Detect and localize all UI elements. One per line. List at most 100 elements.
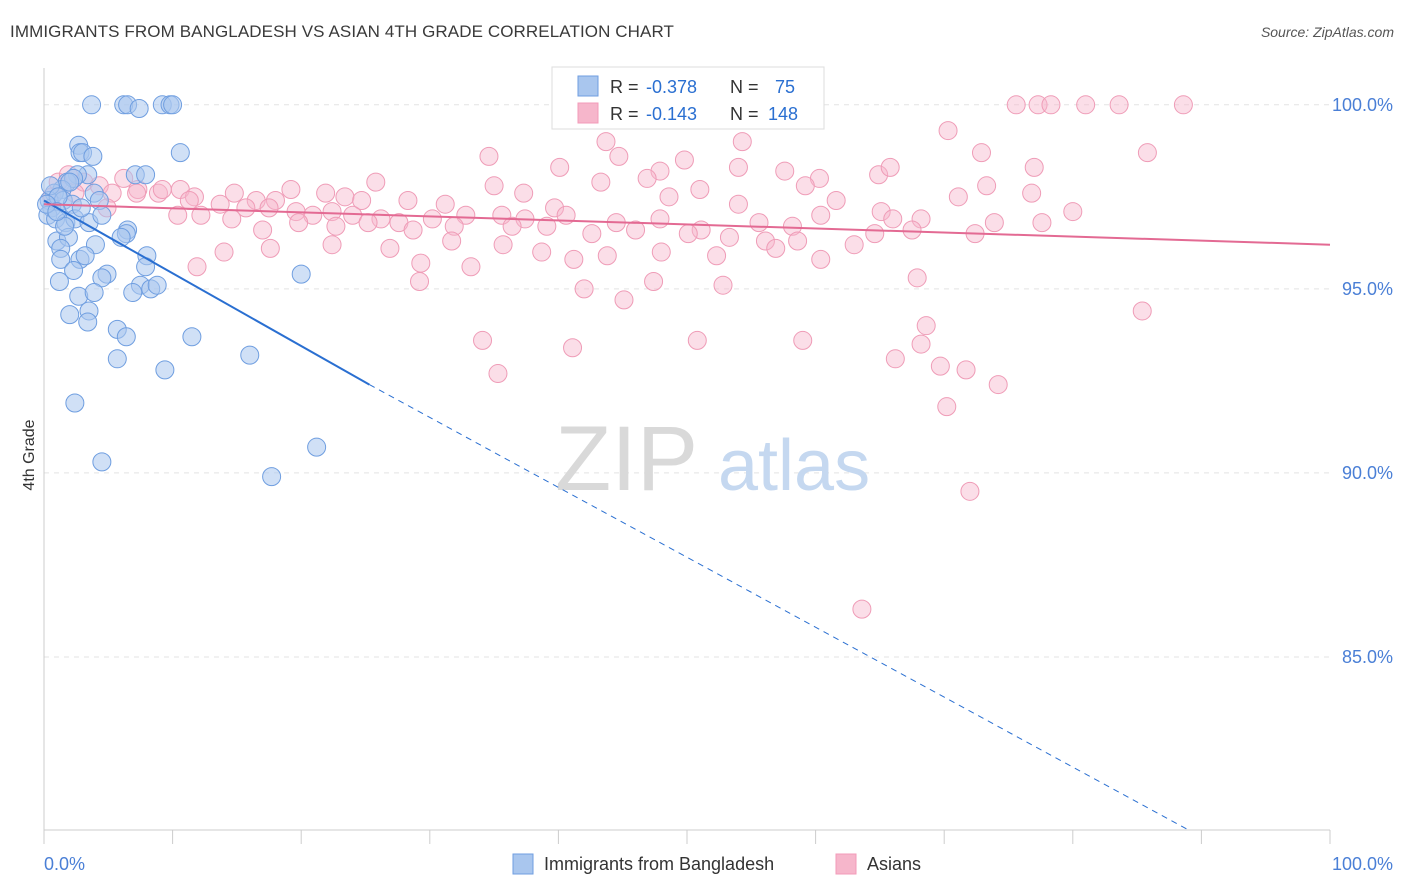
asians-point [1022, 183, 1042, 203]
asians-point [826, 191, 846, 211]
axes [43, 68, 1331, 844]
asians-point [844, 235, 864, 255]
asians-point [883, 209, 903, 229]
asians-point [422, 209, 442, 229]
asians-point [916, 316, 936, 336]
asians-point [597, 246, 617, 266]
asians-point [316, 183, 336, 203]
bangladesh-point [163, 95, 183, 115]
bangladesh-point [240, 345, 260, 365]
asians-point [214, 242, 234, 262]
stats-legend: R = -0.378 N = 75 R = -0.143 N = 148 [551, 66, 825, 130]
bangladesh-point [182, 327, 202, 347]
asians-point [938, 121, 958, 141]
asians-point [410, 272, 430, 292]
asians-point [1132, 301, 1152, 321]
asians-point [690, 179, 710, 199]
asians-point [473, 330, 493, 350]
asians-point [1076, 95, 1096, 115]
bangladesh-point [60, 305, 80, 325]
x-tick-label-min: 0.0% [44, 854, 85, 874]
watermark: ZIP atlas [555, 408, 870, 510]
asians-point [484, 176, 504, 196]
bangladesh-point [129, 98, 149, 118]
bangladesh-point [92, 452, 112, 472]
asians-point [456, 205, 476, 225]
bangladesh-points [37, 95, 327, 487]
asians-point [674, 150, 694, 170]
asians-point [596, 132, 616, 152]
bangladesh-point [147, 275, 167, 295]
asians-point [907, 268, 927, 288]
asians-point [358, 213, 378, 233]
asians-point [811, 249, 831, 269]
asians-point [626, 220, 646, 240]
legend-swatch-bangladesh [577, 75, 599, 97]
bottom-legend: Immigrants from Bangladesh Asians [512, 853, 921, 875]
asians-point [281, 179, 301, 199]
bangladesh-point [75, 246, 95, 266]
chart-title: IMMIGRANTS FROM BANGLADESH VS ASIAN 4TH … [10, 22, 675, 41]
asians-point [885, 349, 905, 369]
asians-point [1063, 202, 1083, 222]
asians-point [869, 165, 889, 185]
asians-point [253, 220, 273, 240]
asians-point [988, 375, 1008, 395]
asians-point [168, 205, 188, 225]
bangladesh-point [123, 283, 143, 303]
legend-r-label-1: R = [610, 77, 639, 97]
asians-point [871, 202, 891, 222]
bottom-legend-asians: Asians [867, 854, 921, 874]
asians-point [732, 132, 752, 152]
asians-point [1032, 213, 1052, 233]
asians-point [403, 220, 423, 240]
asians-point [532, 242, 552, 262]
asians-point [911, 334, 931, 354]
trend-lines [43, 199, 1331, 831]
asians-point [650, 209, 670, 229]
legend-n-label-2: N = [730, 104, 759, 124]
asians-point [179, 191, 199, 211]
asians-point [795, 176, 815, 196]
asians-point [574, 279, 594, 299]
asians-point [937, 397, 957, 417]
watermark-atlas: atlas [718, 426, 870, 506]
legend-n-label-1: N = [730, 77, 759, 97]
bangladesh-point [92, 268, 112, 288]
asians-point [948, 187, 968, 207]
asians-point [1137, 143, 1157, 163]
asians-point [707, 246, 727, 266]
asians-point [259, 198, 279, 218]
asians-point [184, 187, 204, 207]
asians-point [582, 224, 602, 244]
y-tick-label: 100.0% [1332, 95, 1393, 115]
legend-n-value-1: 75 [775, 77, 795, 97]
asians-point [880, 157, 900, 177]
bottom-legend-swatch-bangladesh [512, 853, 534, 875]
asians-point [782, 216, 802, 236]
x-tick-label-max: 100.0% [1332, 854, 1393, 874]
bangladesh-point [116, 327, 136, 347]
asians-point [322, 202, 342, 222]
bangladesh-point [307, 437, 327, 457]
asians-point [411, 253, 431, 273]
asians-point [461, 257, 481, 277]
asians-point [545, 198, 565, 218]
asians-point [971, 143, 991, 163]
asians-point [550, 157, 570, 177]
asians-point [977, 176, 997, 196]
x-tick-labels: 0.0% 100.0% [44, 854, 1393, 874]
bangladesh-point [55, 216, 75, 236]
asians-trend-line [43, 203, 1331, 246]
legend-r-value-2: -0.143 [646, 104, 697, 124]
bangladesh-point [47, 202, 67, 222]
legend-r-value-1: -0.378 [646, 77, 697, 97]
asians-point [775, 161, 795, 181]
asians-point [435, 194, 455, 214]
asians-point [788, 231, 808, 251]
bangladesh-point [107, 349, 127, 369]
asians-point [148, 183, 168, 203]
asians-point [591, 172, 611, 192]
asians-point [749, 213, 769, 233]
